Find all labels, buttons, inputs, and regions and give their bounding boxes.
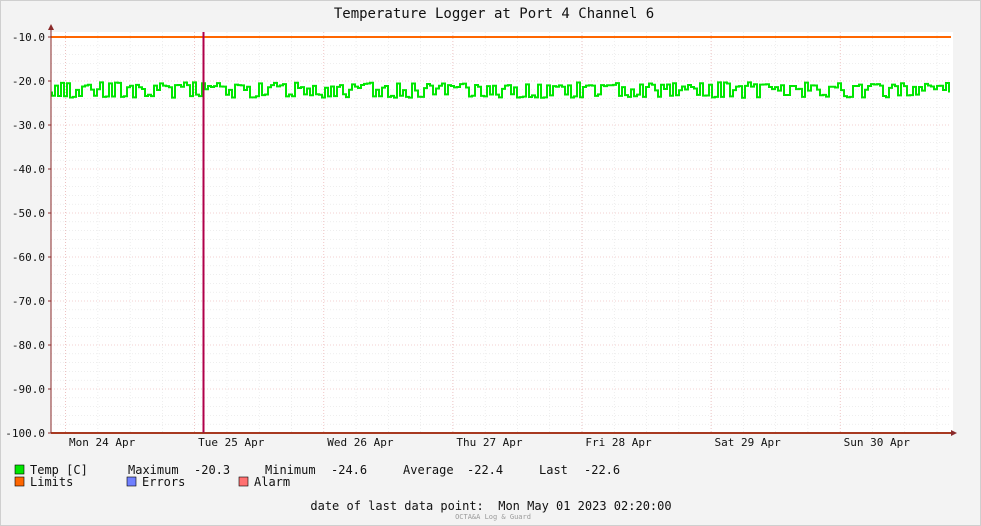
stat-min-value: -24.6: [331, 463, 367, 477]
series-temp-line: [51, 81, 950, 99]
y-tick-label: -10.0: [12, 31, 45, 44]
axes: [48, 24, 957, 436]
chart-title: Temperature Logger at Port 4 Channel 6: [334, 6, 654, 22]
legend-limits-label: Limits: [30, 475, 73, 489]
last-data-point-label: date of last data point: Mon May 01 2023…: [310, 499, 671, 513]
stat-avg-value: -22.4: [467, 463, 503, 477]
stat-min-label: Minimum: [265, 463, 316, 477]
temp-series-path: [51, 81, 950, 99]
y-axis-arrow: [48, 24, 54, 30]
x-axis-arrow: [951, 430, 957, 436]
y-tick-label: -100.0: [5, 427, 45, 440]
legend-temp-swatch: [14, 464, 25, 475]
y-tick-label: -60.0: [12, 251, 45, 264]
y-tick-label: -70.0: [12, 295, 45, 308]
stat-last-label: Last: [539, 463, 568, 477]
y-tick-labels: -10.0 -20.0 -30.0 -40.0 -50.0 -60.0 -70.0 -80.0…: [5, 31, 51, 440]
x-tick-label: Tue 25 Apr: [198, 436, 265, 449]
y-tick-label: -20.0: [12, 75, 45, 88]
x-tick-label: Sun 30 Apr: [844, 436, 911, 449]
x-tick-label: Mon 24 Apr: [69, 436, 136, 449]
watermark: OCTA&A Log & Guard: [455, 513, 531, 521]
stat-max-label: Maximum: [128, 463, 179, 477]
y-tick-label: -80.0: [12, 339, 45, 352]
stat-max-value: -20.3: [194, 463, 230, 477]
stat-avg-label: Average: [403, 463, 454, 477]
x-tick-label: Sat 29 Apr: [715, 436, 782, 449]
x-tick-label: Wed 26 Apr: [327, 436, 394, 449]
legend-errors-label: Errors: [142, 475, 185, 489]
legend-alarm-swatch: [238, 476, 249, 487]
x-tick-label: Fri 28 Apr: [585, 436, 652, 449]
x-tick-labels: Mon 24 Apr Tue 25 Apr Wed 26 Apr Thu 27 Apr…: [69, 436, 910, 449]
legend-errors-swatch: [126, 476, 137, 487]
stat-last-value: -22.6: [584, 463, 620, 477]
legend-limits-swatch: [14, 476, 25, 487]
y-tick-label: -50.0: [12, 207, 45, 220]
y-tick-label: -40.0: [12, 163, 45, 176]
y-tick-label: -90.0: [12, 383, 45, 396]
legend-alarm-label: Alarm: [254, 475, 290, 489]
legend-temp-label: Temp [C]: [30, 463, 88, 477]
major-grid: [51, 32, 951, 434]
y-tick-label: -30.0: [12, 119, 45, 132]
x-tick-label: Thu 27 Apr: [456, 436, 523, 449]
